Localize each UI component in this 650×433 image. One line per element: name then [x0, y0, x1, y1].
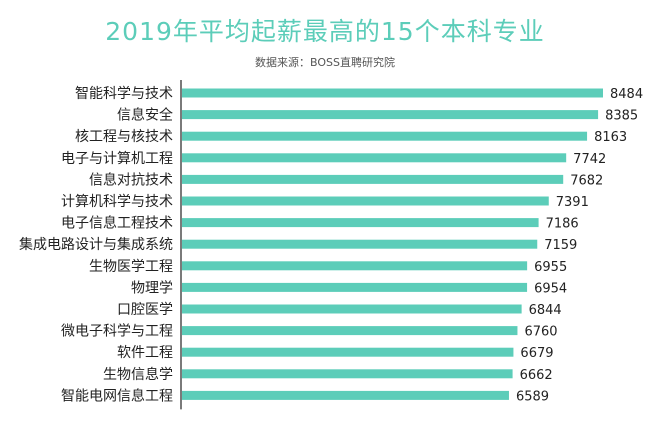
bar: [182, 261, 528, 271]
value-label: 7682: [570, 173, 603, 188]
category-label: 物理学: [131, 280, 173, 296]
value-label: 7186: [546, 217, 579, 232]
category-label: 核工程与核技术: [75, 129, 173, 145]
value-label: 7391: [556, 195, 589, 210]
value-label: 6760: [524, 325, 557, 340]
bar: [182, 196, 549, 206]
category-label: 计算机科学与技术: [61, 194, 173, 210]
bar: [182, 88, 603, 98]
value-label: 6589: [516, 389, 549, 404]
value-label: 8484: [610, 87, 643, 102]
value-label: 6662: [520, 368, 553, 383]
category-label: 智能电网信息工程: [61, 387, 173, 404]
bar: [182, 131, 588, 141]
chart-title: 2019年平均起薪最高的15个本科专业: [105, 17, 545, 46]
bar: [182, 369, 513, 379]
bar: [182, 239, 538, 249]
value-label: 8385: [605, 109, 638, 124]
value-label: 7742: [573, 152, 606, 167]
category-label: 生物医学工程: [89, 259, 173, 275]
value-label: 6955: [534, 260, 567, 275]
bar: [182, 282, 528, 292]
value-label: 7159: [544, 238, 577, 253]
bar: [182, 390, 509, 400]
bar: [182, 110, 599, 120]
bar: [182, 326, 518, 336]
category-label: 生物信息学: [103, 366, 173, 383]
bar: [182, 218, 539, 228]
bar: [182, 347, 514, 357]
bar: [182, 174, 564, 184]
category-label: 软件工程: [117, 345, 173, 361]
category-label: 集成电路设计与集成系统: [19, 236, 173, 253]
category-label: 信息安全: [117, 107, 173, 124]
value-label: 6844: [529, 303, 562, 318]
category-label: 口腔医学: [117, 302, 173, 318]
category-label: 信息对抗技术: [89, 171, 173, 188]
value-label: 8163: [594, 130, 627, 145]
value-label: 6954: [534, 281, 567, 296]
category-label: 微电子科学与工程: [61, 324, 173, 340]
category-label: 电子信息工程技术: [61, 215, 173, 232]
bar: [182, 153, 567, 163]
category-label: 电子与计算机工程: [61, 151, 173, 167]
category-label: 智能科学与技术: [75, 86, 173, 102]
bar: [182, 304, 522, 314]
value-label: 6679: [520, 346, 553, 361]
data-source: 数据来源：BOSS直聘研究院: [255, 56, 395, 69]
